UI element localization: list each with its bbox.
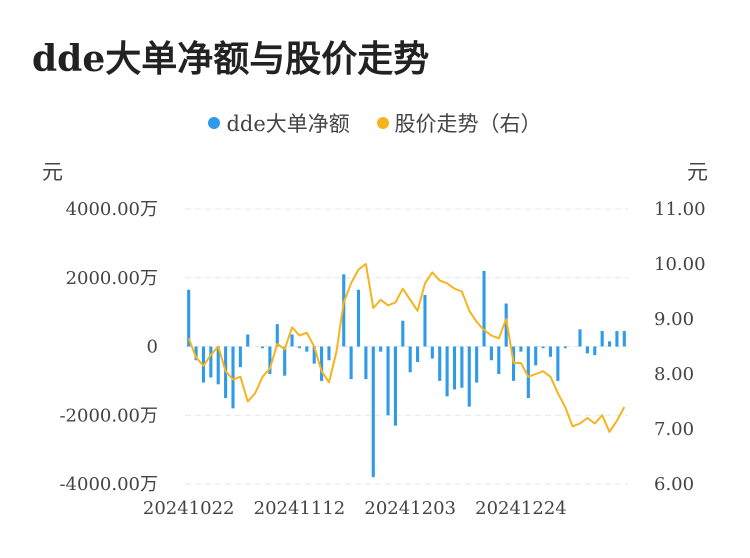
legend-label-price: 股价走势（右）	[394, 112, 542, 136]
dde-bar	[622, 331, 626, 347]
right-axis-tick-label: 7.00	[654, 419, 694, 440]
dde-bar	[452, 346, 457, 390]
legend-item-dde[interactable]: dde大单净额	[208, 108, 350, 138]
dde-bar	[578, 329, 582, 347]
dde-bar	[379, 346, 383, 352]
dde-bar	[423, 294, 427, 347]
dde-bar	[349, 346, 353, 380]
dde-bar	[600, 331, 604, 347]
dde-bar	[556, 346, 560, 381]
dde-bar	[386, 346, 390, 416]
x-axis-tick-label: 20241112	[254, 498, 346, 519]
right-axis-tick-label: 11.00	[654, 199, 706, 220]
right-axis-tick-label: 9.00	[654, 309, 694, 330]
dde-bar	[445, 346, 449, 397]
dde-bar	[305, 346, 309, 352]
dde-bar	[416, 346, 420, 362]
legend: dde大单净额 股价走势（右）	[0, 108, 750, 138]
right-axis-tick-label: 8.00	[654, 364, 694, 385]
x-axis-tick-label: 20241203	[364, 498, 456, 519]
left-axis-tick-label: 0	[147, 337, 158, 358]
dde-bar	[260, 346, 265, 349]
dde-bar	[585, 346, 589, 354]
x-axis-tick-label: 20241022	[143, 498, 235, 519]
dde-bar	[393, 346, 397, 426]
dde-bar	[283, 346, 287, 376]
x-axis-tick-label: 20241224	[475, 498, 567, 519]
dde-bar	[615, 331, 619, 347]
dde-bar	[209, 346, 213, 378]
dde-bar	[497, 346, 501, 374]
dde-bar	[268, 346, 272, 374]
right-axis-unit: 元	[687, 160, 708, 184]
dde-bar	[364, 346, 368, 380]
dde-bar	[371, 346, 375, 478]
dde-bar	[342, 274, 346, 347]
dde-bar	[475, 346, 479, 383]
legend-marker-dde	[208, 117, 221, 129]
chart-title: dde大单净额与股价走势	[32, 38, 430, 80]
right-axis-tick-label: 10.00	[654, 254, 706, 275]
dde-bar	[519, 346, 523, 352]
dde-bar	[607, 341, 612, 347]
dde-bar	[327, 346, 331, 361]
price-line	[187, 263, 626, 433]
left-axis-unit: 元	[42, 160, 63, 184]
dde-bar	[438, 346, 442, 381]
legend-item-price[interactable]: 股价走势（右）	[376, 108, 542, 138]
dde-bar	[216, 346, 220, 385]
left-axis-tick-label: -2000.00万	[59, 405, 158, 426]
left-axis-tick-label: 4000.00万	[66, 199, 158, 220]
legend-label-dde: dde大单净额	[226, 112, 350, 136]
dde-bar	[238, 346, 242, 368]
dde-bar	[489, 346, 493, 361]
dde-bar	[467, 346, 471, 407]
dde-bar	[290, 334, 294, 347]
dde-bar	[312, 346, 316, 364]
dde-bar	[408, 346, 412, 373]
dde-bar	[275, 324, 279, 347]
dde-bar	[194, 346, 198, 361]
dde-bar	[541, 346, 545, 349]
right-axis-tick-label: 6.00	[654, 474, 694, 495]
dde-bar	[504, 303, 508, 347]
dde-bar	[231, 346, 235, 409]
left-axis-tick-label: 2000.00万	[66, 268, 158, 289]
dde-bar	[356, 289, 361, 347]
dde-bar	[430, 346, 434, 359]
dde-bar	[534, 346, 538, 366]
dde-bar	[187, 289, 191, 347]
dde-bar	[297, 346, 301, 349]
dde-bar	[548, 346, 553, 357]
left-axis-tick-label: -4000.00万	[59, 474, 158, 495]
dde-bar	[460, 346, 464, 388]
dde-bar	[482, 270, 486, 347]
dde-bar	[526, 346, 530, 399]
dde-bar	[246, 334, 250, 347]
legend-marker-price	[376, 117, 389, 129]
dde-bar	[593, 346, 597, 356]
dde-bar	[401, 320, 405, 347]
dde-bar	[320, 346, 324, 381]
dde-bar	[563, 346, 567, 349]
